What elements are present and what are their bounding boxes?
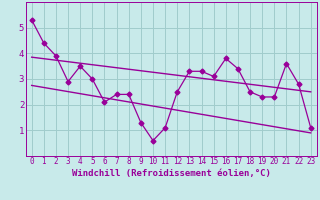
X-axis label: Windchill (Refroidissement éolien,°C): Windchill (Refroidissement éolien,°C) (72, 169, 271, 178)
